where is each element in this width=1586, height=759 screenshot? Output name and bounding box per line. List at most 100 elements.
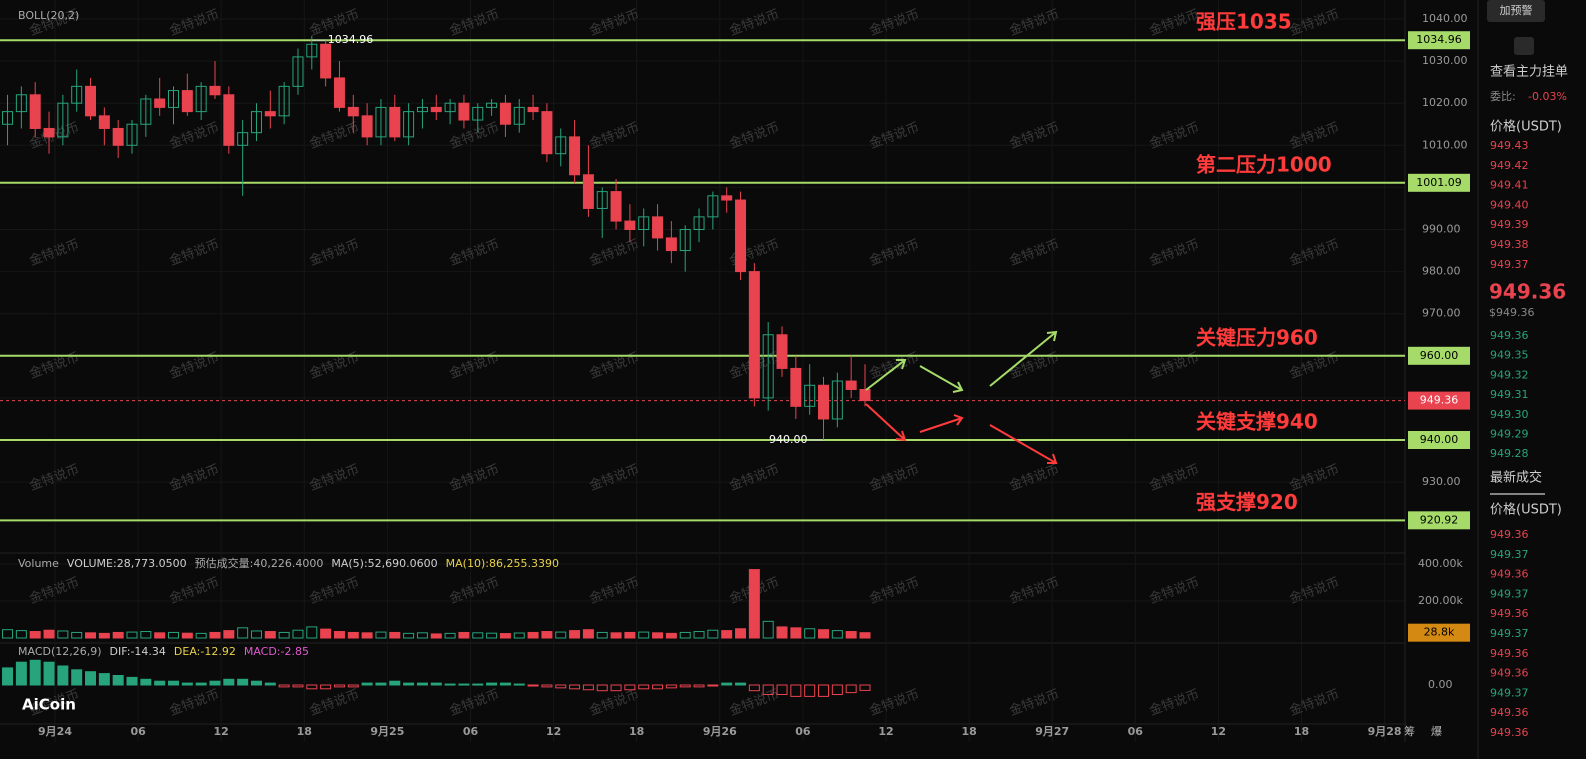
volume-bar [458, 631, 470, 639]
candle-body [693, 216, 705, 230]
macd-bar [154, 680, 166, 686]
macd-bar [679, 684, 691, 688]
y-tick-label: 1030.00 [1422, 54, 1468, 67]
macd-bar [569, 684, 581, 690]
candle-body [624, 220, 636, 231]
candle-body [735, 199, 747, 273]
candle-body [707, 195, 719, 218]
candle-body [430, 106, 442, 113]
macd-bar [168, 680, 179, 686]
arrow-down [989, 424, 1058, 464]
orders-title: 查看主力挂单 [1490, 64, 1568, 80]
macd-bar [71, 669, 83, 686]
footer-tab: 筹 [1404, 724, 1415, 738]
macd-bar [126, 676, 138, 686]
macd-bar [582, 684, 594, 691]
macd-bar [748, 684, 760, 692]
macd-bar [57, 665, 69, 686]
volume-bar [818, 629, 830, 639]
volume-bar [85, 632, 97, 639]
x-tick-label: 9月27 [1035, 725, 1069, 738]
macd-bar [264, 682, 276, 686]
trade-price: 949.37 [1490, 686, 1529, 699]
volume-bar [693, 631, 705, 639]
level-annotation: 关键支撑940 [1196, 410, 1318, 434]
volume-bar [140, 631, 152, 639]
volume-bar [237, 627, 249, 639]
macd-bar [209, 680, 221, 686]
macd-bar [403, 682, 415, 686]
indicator-value: VOLUME:28,773.0500 [67, 557, 187, 570]
macd-bar [721, 682, 733, 686]
x-tick-label: 9月25 [370, 725, 404, 738]
candle-body [361, 115, 373, 138]
volume-bar [29, 631, 41, 639]
macd-bar [195, 682, 207, 686]
y-tick-label: 1010.00 [1422, 138, 1468, 151]
volume-bar [638, 631, 650, 639]
volume-bar [486, 632, 498, 639]
trade-price: 949.37 [1490, 587, 1529, 600]
macd-bar [223, 678, 235, 686]
candle-body [776, 334, 788, 369]
volume-bar [555, 631, 567, 639]
alert-button[interactable] [1487, 0, 1545, 22]
candle-body [278, 85, 290, 117]
trade-price: 949.36 [1490, 607, 1529, 620]
volume-bar [707, 629, 719, 639]
candle-body [790, 367, 802, 407]
level-tag-label: 1034.96 [1416, 33, 1462, 46]
candle-body [679, 229, 691, 252]
candle-body [444, 102, 456, 113]
ask-price: 949.38 [1490, 238, 1529, 251]
macd-bar [831, 684, 843, 695]
volume-bar [569, 630, 581, 639]
candle-body [209, 85, 221, 96]
macd-bar [555, 684, 567, 689]
volume-bar [195, 632, 207, 639]
macd-bar [29, 659, 41, 686]
arrow-up [989, 330, 1058, 387]
volume-bar [513, 632, 525, 639]
level-annotation: 关键压力960 [1196, 325, 1318, 349]
macd-bar [444, 683, 456, 686]
trade-price: 949.36 [1490, 647, 1529, 660]
volume-bar [804, 628, 816, 639]
bid-price: 949.28 [1490, 447, 1529, 460]
ratio-value: -0.03% [1528, 90, 1567, 103]
volume-bar [126, 631, 138, 639]
candle-body [154, 98, 166, 108]
macd-bar [306, 684, 318, 690]
level-tag [1408, 173, 1470, 192]
volume-bar [347, 631, 359, 639]
macd-bar [375, 682, 387, 686]
candle-body [845, 380, 857, 390]
volume-bar [389, 631, 401, 639]
macd-bar [693, 684, 705, 688]
volume-bar [361, 632, 373, 639]
ask-price: 949.37 [1490, 258, 1529, 271]
candle-body [831, 380, 843, 420]
macd-bar [762, 684, 774, 695]
macd-bar [292, 684, 304, 688]
volume-bar [181, 632, 193, 639]
panel-tab[interactable] [1514, 37, 1534, 55]
macd-bar [112, 675, 124, 686]
candle-body [610, 191, 622, 222]
candle-body [333, 77, 345, 108]
candle-body [721, 195, 733, 201]
bid-price: 949.30 [1490, 408, 1529, 421]
alert-button-label[interactable]: 加预警 [1500, 3, 1533, 17]
volume-bar [582, 629, 594, 639]
volume-bar [264, 631, 276, 639]
candle-body [582, 174, 594, 209]
candle-body [264, 111, 276, 117]
volume-bar [209, 631, 221, 639]
candle-body [596, 191, 608, 209]
macd-bar [499, 682, 511, 686]
current-price-label: 949.36 [1420, 394, 1459, 407]
trade-price: 949.36 [1490, 726, 1529, 739]
bid-price: 949.35 [1490, 349, 1529, 362]
candle-body [250, 111, 262, 134]
